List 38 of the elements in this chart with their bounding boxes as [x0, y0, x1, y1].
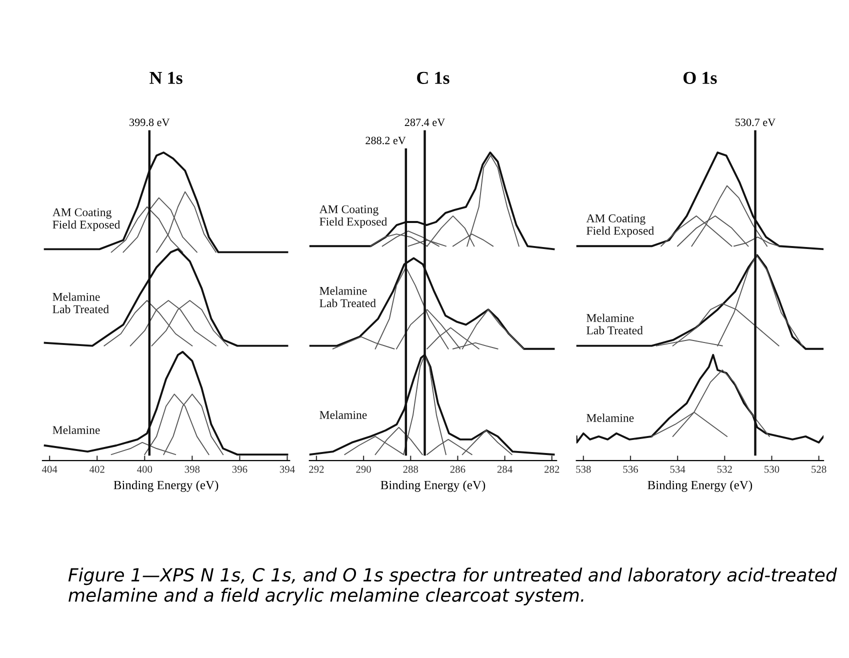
x-tick-label: 400 [137, 466, 152, 473]
x-tick-label: 528 [812, 466, 826, 473]
series-label: Melamine Lab Treated [586, 314, 643, 334]
x-tick-label: 396 [232, 466, 248, 473]
x-axis-title: Binding Energy (eV) [114, 480, 218, 492]
series-label: AM Coating Field Exposed [52, 208, 120, 232]
ref-line-label: 530.7 eV [736, 118, 776, 126]
chart-title: N 1s [150, 72, 182, 84]
x-tick-label: 394 [280, 466, 295, 473]
x-tick-label: 534 [670, 466, 686, 473]
x-tick-label: 536 [623, 466, 638, 473]
series-label: AM Coating Field Exposed [319, 205, 388, 228]
x-tick-label: 530 [764, 466, 780, 473]
caption: Figure 1—XPS N 1s, C 1s, and O 1s spectra for untreated and laboratory acid-treated melamine and a field acrylic melamine clearcoat system. [68, 568, 837, 606]
x-tick-label: 286 [450, 466, 466, 473]
series-label: Melamine Lab Treated [52, 292, 109, 314]
x-axis-title: Binding Energy (eV) [648, 480, 752, 492]
series-label: Melamine [320, 410, 367, 419]
ref-line-label: 287.4 eV [404, 118, 445, 126]
x-tick-label: 398 [184, 466, 200, 473]
x-tick-label: 290 [356, 466, 371, 473]
series-label: Melamine Lab Treated [320, 286, 376, 308]
x-tick-label: 402 [90, 466, 104, 473]
ref-line-label: 288.2 eV [366, 136, 406, 144]
chart-title: C 1s [417, 72, 450, 84]
x-tick-label: 292 [309, 466, 324, 473]
series-label: Melamine [52, 426, 100, 434]
x-tick-label: 288 [403, 466, 418, 473]
series-label: AM Coating Field Exposed [586, 214, 654, 238]
x-tick-label: 282 [544, 466, 560, 473]
chart-title: O 1s [684, 72, 717, 84]
series-label: Melamine [586, 414, 634, 422]
ref-line-label: 399.8 eV [130, 118, 170, 126]
x-tick-label: 538 [576, 466, 591, 473]
x-tick-label: 532 [717, 466, 732, 473]
x-tick-label: 284 [497, 466, 512, 473]
x-axis-title: Binding Energy (eV) [380, 480, 486, 492]
x-tick-label: 404 [42, 466, 58, 473]
